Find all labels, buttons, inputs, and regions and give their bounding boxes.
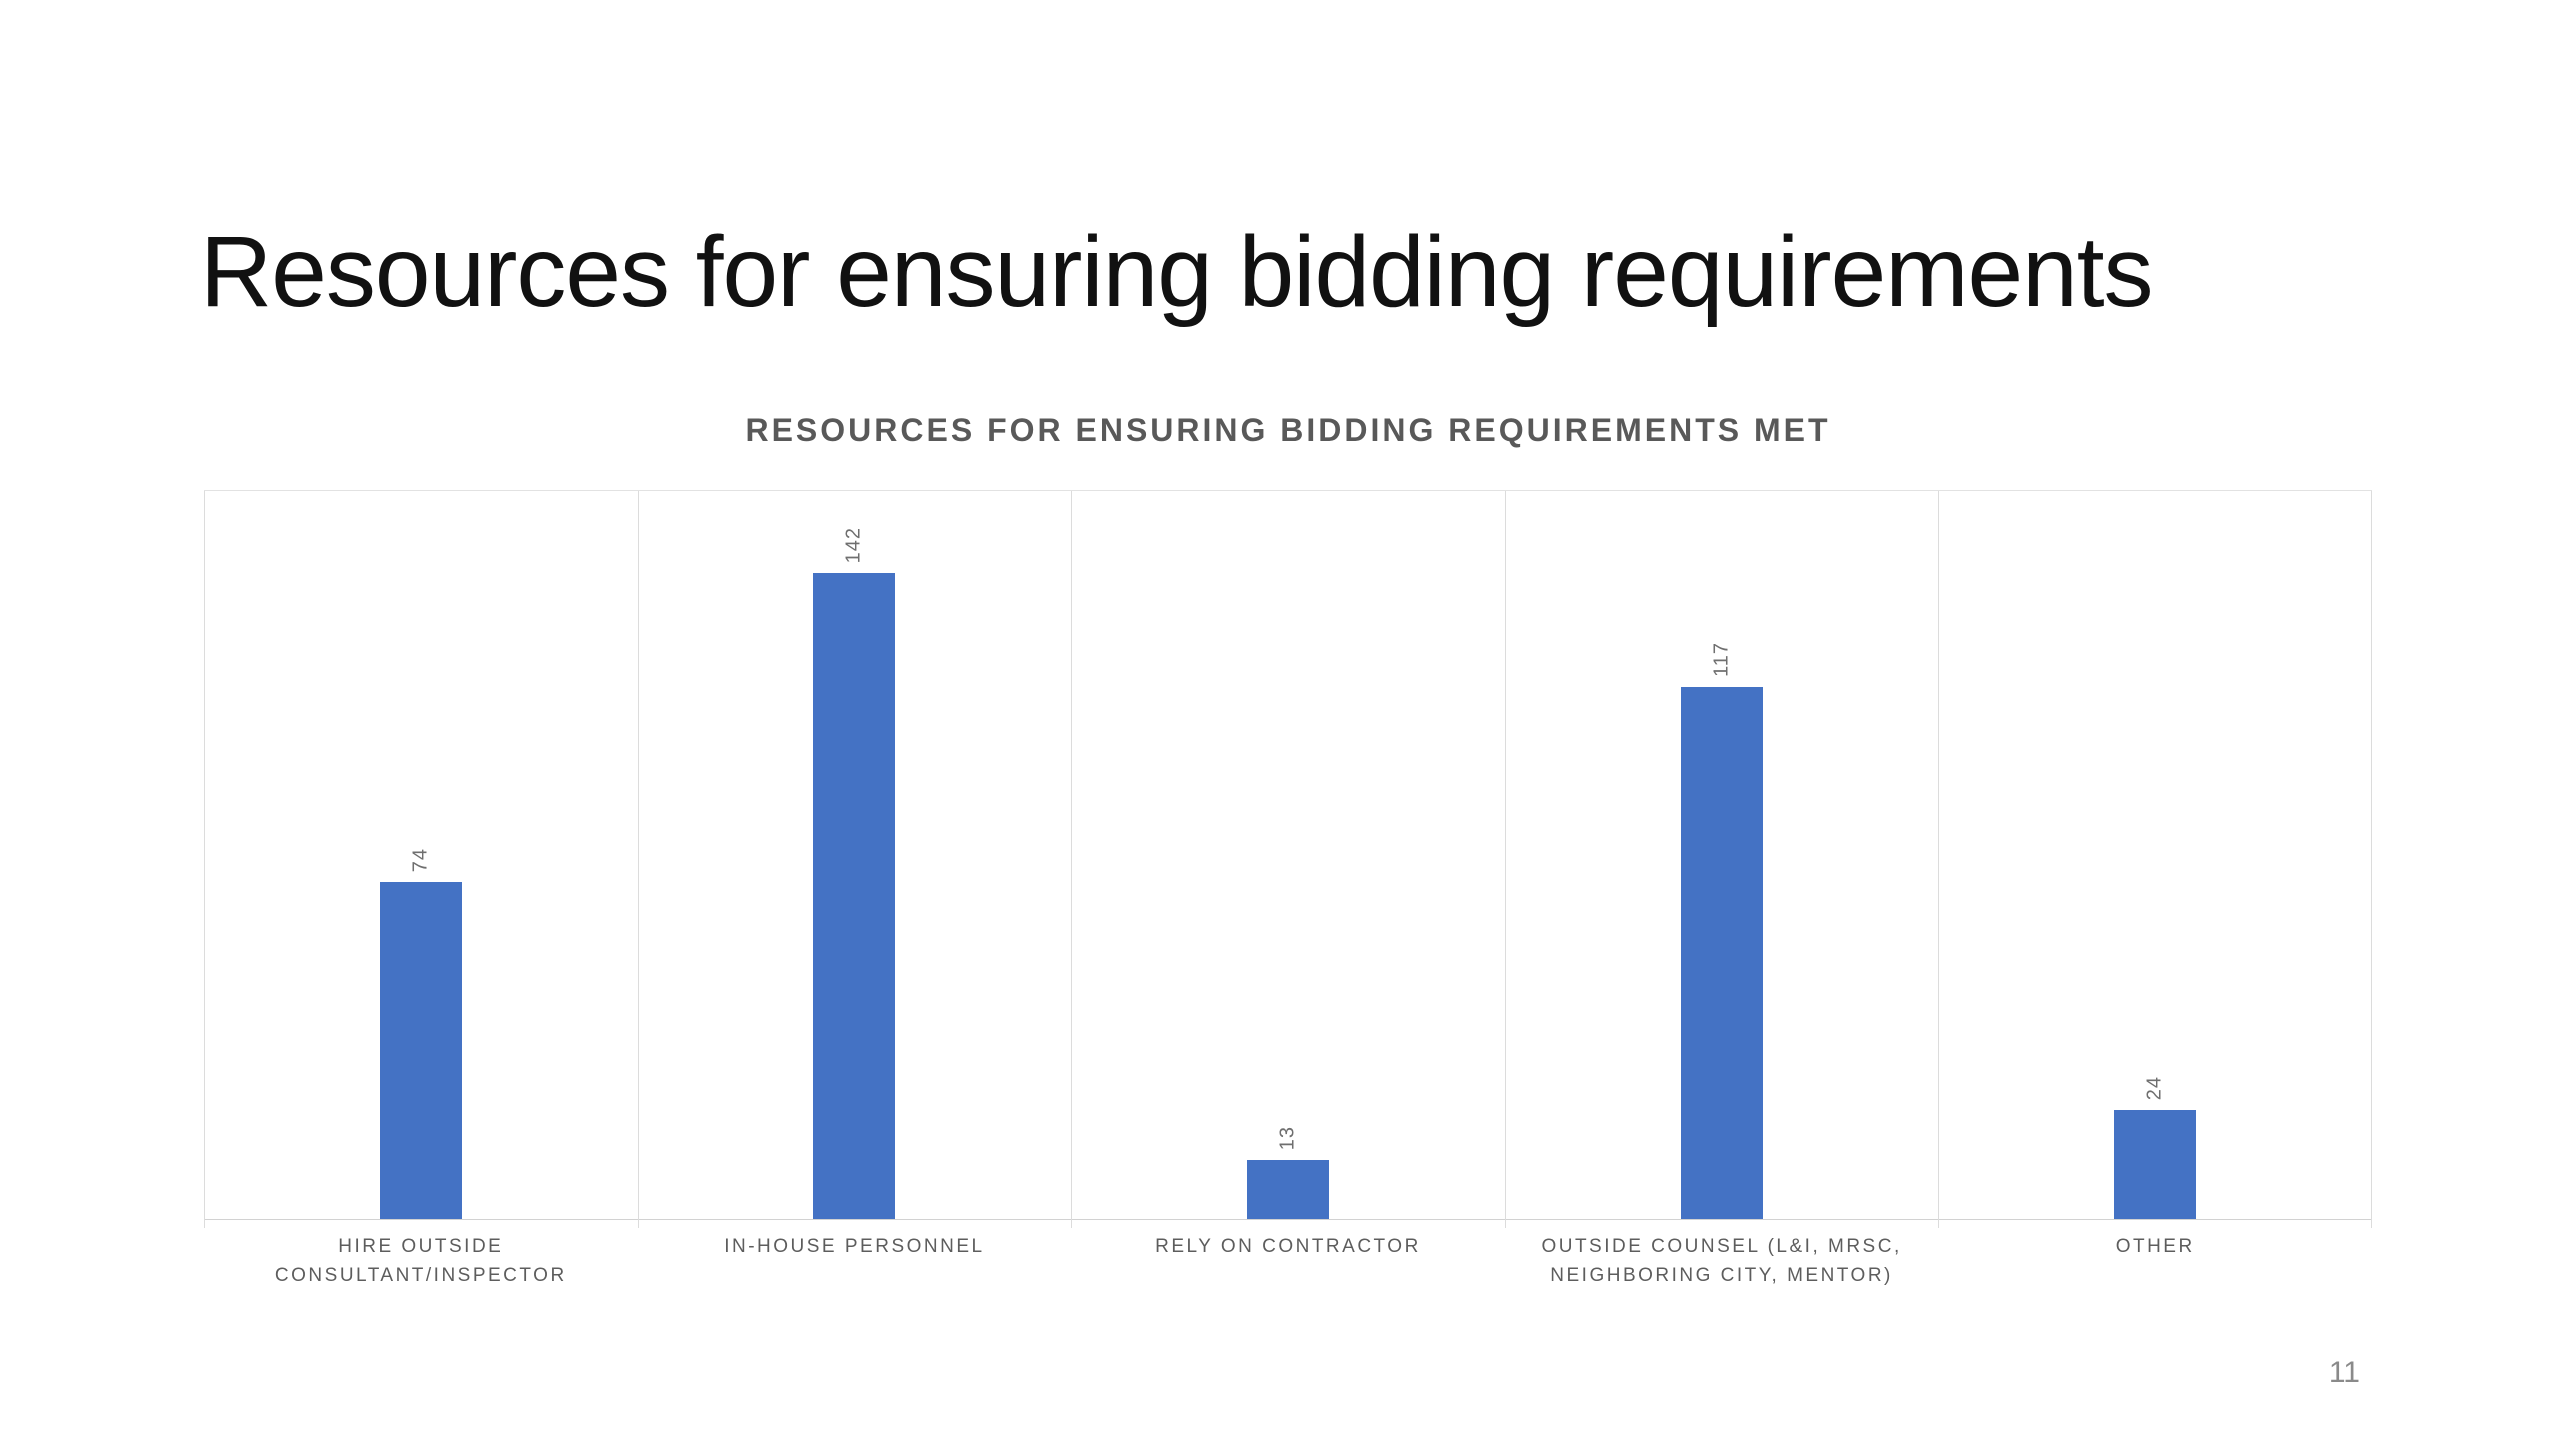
page-number: 11	[2328, 1356, 2360, 1389]
bar-value-label: 117	[1710, 641, 1733, 677]
bar	[1680, 686, 1763, 1219]
bar-value-label: 13	[1276, 1125, 1299, 1150]
bar-value-label: 24	[2143, 1075, 2166, 1100]
chart-title: RESOURCES FOR ENSURING BIDDING REQUIREME…	[745, 412, 1831, 448]
bar	[2114, 1109, 2197, 1219]
bar	[813, 572, 896, 1219]
category-gridline	[1071, 491, 1073, 1228]
category-gridline	[204, 491, 205, 1228]
category-gridline	[1504, 491, 1506, 1228]
bar	[1247, 1159, 1329, 1219]
category-label: HIRE OUTSIDE CONSULTANT/INSPECTOR	[274, 1236, 567, 1286]
category-label: OTHER	[2115, 1236, 2195, 1257]
category-gridline	[637, 491, 639, 1228]
bar	[379, 882, 462, 1219]
category-gridline	[2371, 491, 2372, 1228]
category-label: RELY ON CONTRACTOR	[1155, 1236, 1421, 1257]
bar-value-label: 74	[409, 848, 432, 873]
bar-value-label: 142	[842, 526, 865, 563]
slide-title: Resources for ensuring bidding requireme…	[200, 216, 2154, 328]
plot-area: 74 142 13 117 24	[204, 490, 2372, 1228]
category-axis-labels: HIRE OUTSIDE CONSULTANT/INSPECTOR IN-HOUSE…	[204, 1232, 2372, 1302]
category-gridline	[1938, 491, 1940, 1228]
category-label: IN-HOUSE PERSONNEL	[724, 1236, 985, 1257]
category-label: OUTSIDE COUNSEL (L&I, MRSC, NEIGHBORING C…	[1541, 1236, 1902, 1286]
